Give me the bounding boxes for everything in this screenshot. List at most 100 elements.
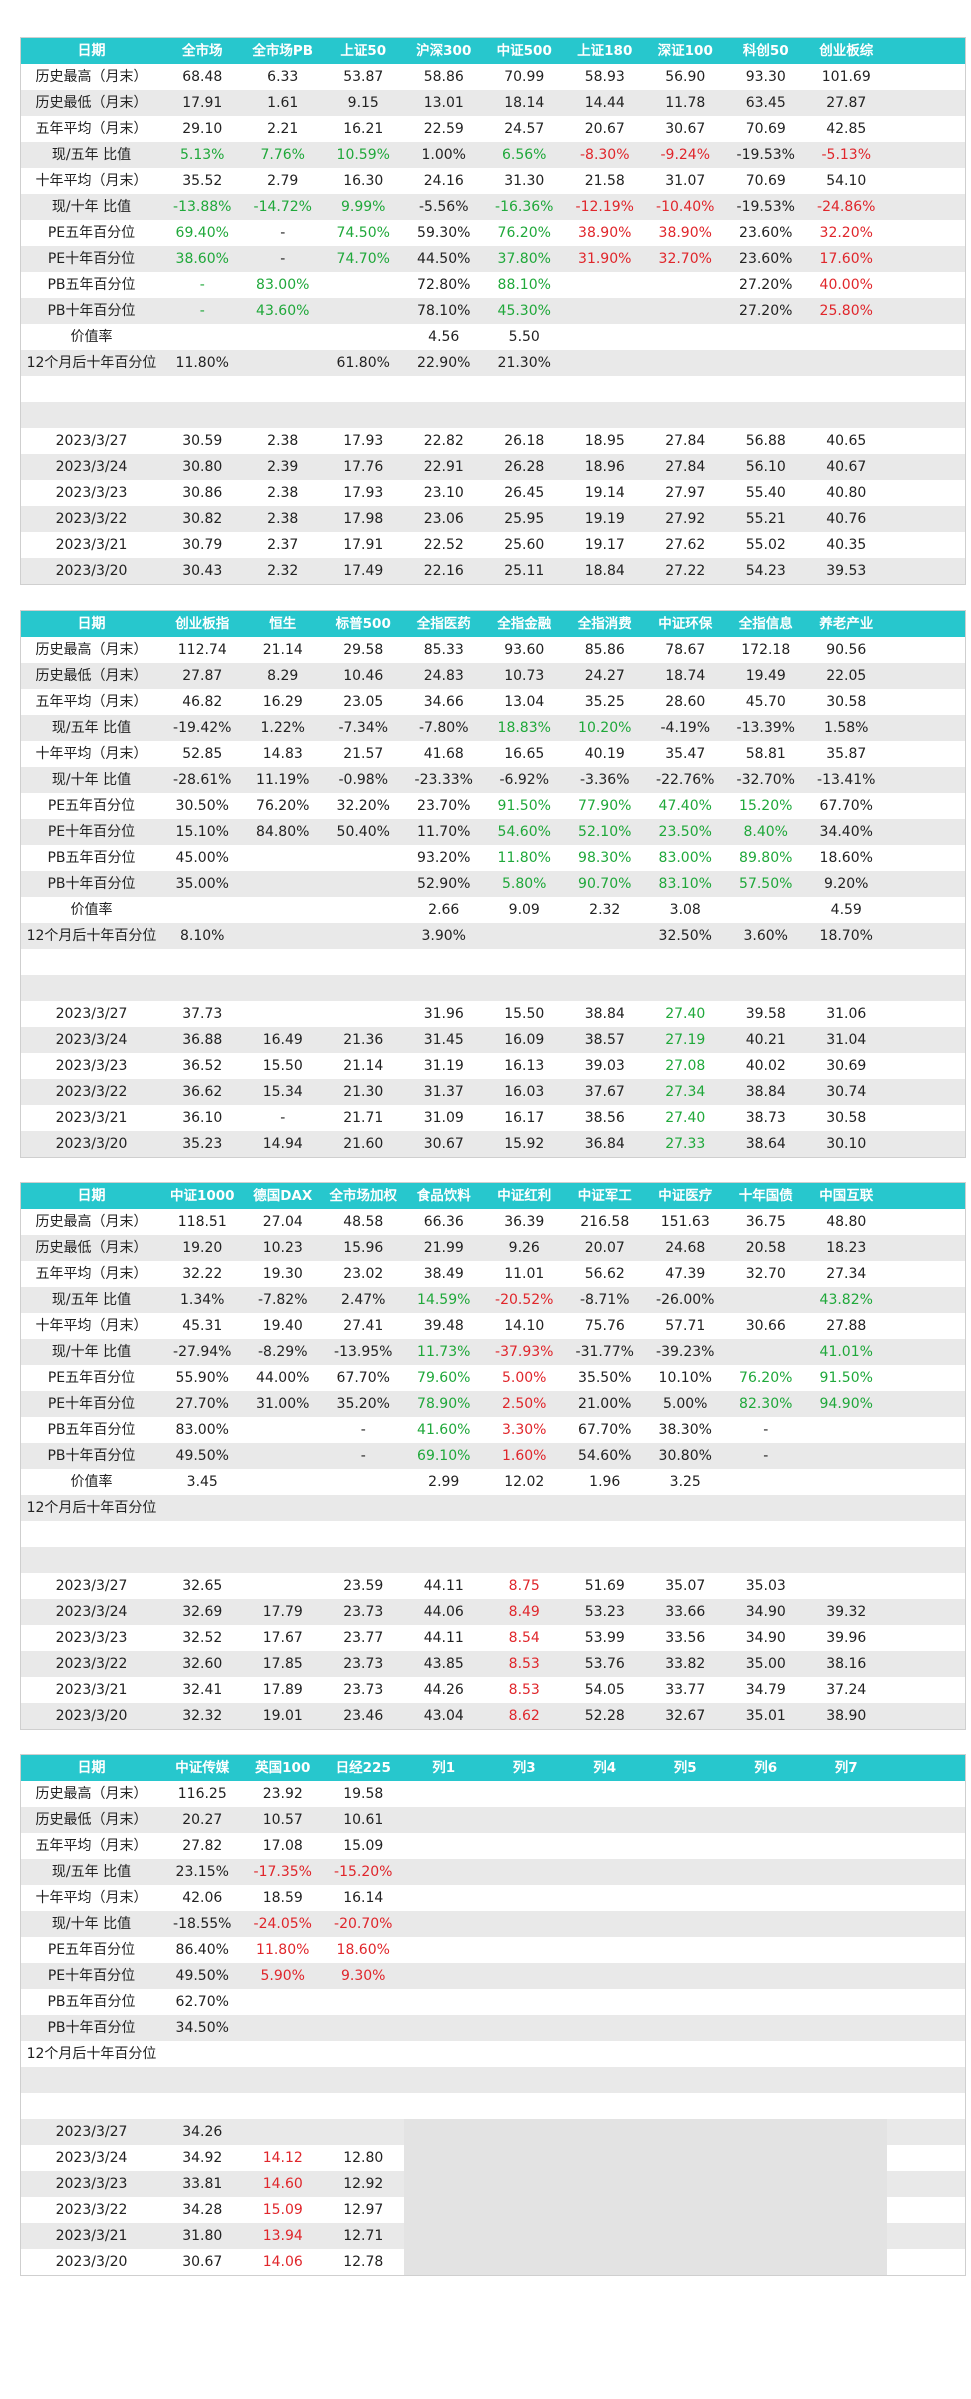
- table-cell: [243, 1469, 324, 1495]
- table-row: 2023/3/27 30.59 2.38 17.93 22.82 26.18 18.95 27…: [21, 428, 965, 454]
- column-header: 创业板指: [175, 616, 230, 632]
- table-cell: 5.80%: [502, 876, 547, 892]
- table-cell: 38.16: [826, 1656, 867, 1672]
- table-header-row: 日期 创业板指 恒生 标普500 全指医药 全指金融 全指消费 中证环保 全指信息 养老产业: [21, 611, 965, 637]
- table-cell: 45.00%: [175, 850, 229, 866]
- row-label: 12个月后十年百分位: [26, 928, 157, 944]
- table-cell: 14.59%: [417, 1292, 471, 1308]
- table-cell: [243, 1521, 324, 1547]
- column-header: 全市场PB: [252, 43, 314, 59]
- table-cell: 43.60%: [256, 303, 310, 319]
- table-cell: 2.38: [267, 511, 299, 527]
- table-row: [21, 975, 965, 1001]
- table-cell: 18.83%: [497, 720, 551, 736]
- table-cell: 40.76: [826, 511, 867, 527]
- table-cell: 21.71: [343, 1110, 384, 1126]
- table-cell: [404, 949, 485, 975]
- table-cell: 40.00%: [819, 277, 873, 293]
- table-cell: [645, 2249, 726, 2275]
- table-cell: 40.02: [745, 1058, 786, 1074]
- table-cell: [726, 1911, 807, 1937]
- table-cell: 27.22: [665, 563, 706, 579]
- table-cell: 30.58: [826, 694, 867, 710]
- table-cell: [565, 324, 646, 350]
- row-label: PE十年百分位: [47, 1968, 136, 1984]
- table-cell: 67.70%: [336, 1370, 390, 1386]
- table-cell: 16.09: [504, 1032, 545, 1048]
- table-cell: 32.60: [182, 1656, 223, 1672]
- table-cell: [484, 1547, 565, 1573]
- row-label: PB五年百分位: [47, 277, 136, 293]
- table-row: 价值率 2.66 9.09 2.32 3.08 4.59: [21, 897, 965, 923]
- table-cell: -4.19%: [660, 720, 711, 736]
- table-cell: 31.30: [504, 173, 545, 189]
- table-cell: -7.34%: [338, 720, 389, 736]
- table-cell: 18.84: [584, 563, 625, 579]
- table-cell: [726, 324, 807, 350]
- table-cell: 37.80%: [497, 251, 551, 267]
- table-cell: 2.50%: [502, 1396, 547, 1412]
- table-cell: 25.95: [504, 511, 545, 527]
- table-row: 十年平均（月末） 42.06 18.59 16.14: [21, 1885, 965, 1911]
- row-label: [21, 402, 162, 428]
- row-label: 历史最高（月末）: [35, 69, 148, 85]
- table-cell: 44.26: [423, 1682, 464, 1698]
- column-header: 全指医药: [416, 616, 471, 632]
- table-cell: 9.15: [347, 95, 379, 111]
- table-cell: [323, 2041, 404, 2067]
- column-header: 养老产业: [819, 616, 874, 632]
- table-row: 五年平均（月末） 46.82 16.29 23.05 34.66 13.04 35.25 28…: [21, 689, 965, 715]
- table-cell: 32.70: [745, 1266, 786, 1282]
- table-cell: 52.10%: [578, 824, 632, 840]
- table-cell: [564, 2119, 645, 2145]
- table-cell: 5.90%: [260, 1968, 305, 1984]
- table-cell: [726, 1781, 807, 1807]
- table-cell: -24.86%: [817, 199, 876, 215]
- table-cell: 31.00%: [256, 1396, 310, 1412]
- table-cell: 4.59: [830, 902, 862, 918]
- table-cell: [323, 324, 404, 350]
- table-cell: 35.23: [182, 1136, 223, 1152]
- row-label: 现/十年 比值: [51, 1916, 132, 1932]
- table-cell: [806, 1521, 887, 1547]
- row-label: 现/十年 比值: [51, 199, 132, 215]
- table-cell: 38.90%: [658, 225, 712, 241]
- row-label: 2023/3/20: [55, 563, 128, 579]
- table-cell: 20.67: [584, 121, 625, 137]
- table-cell: [565, 376, 646, 402]
- table-cell: [323, 272, 404, 298]
- table-cell: 40.21: [745, 1032, 786, 1048]
- table-cell: [726, 2067, 807, 2093]
- table-cell: 40.35: [826, 537, 867, 553]
- table-cell: [162, 1547, 243, 1573]
- table-cell: 75.76: [584, 1318, 625, 1334]
- table-cell: [725, 2171, 806, 2197]
- table-cell: 11.80%: [175, 355, 229, 371]
- table-row: [21, 1521, 965, 1547]
- row-label: 历史最低（月末）: [35, 1240, 148, 1256]
- table-cell: 31.45: [423, 1032, 464, 1048]
- table-cell: [484, 2249, 565, 2275]
- row-label: 现/十年 比值: [51, 1344, 132, 1360]
- table-cell: 32.20%: [819, 225, 873, 241]
- table-cell: [404, 1859, 485, 1885]
- table-cell: 31.37: [423, 1084, 464, 1100]
- table-cell: [645, 1989, 726, 2015]
- table-cell: [726, 1521, 807, 1547]
- table-cell: [243, 2041, 324, 2067]
- table-cell: [404, 2093, 485, 2119]
- column-header: 列3: [512, 1760, 536, 1776]
- table-cell: 101.69: [821, 69, 871, 85]
- table-cell: 10.73: [504, 668, 545, 684]
- table-cell: -6.92%: [499, 772, 550, 788]
- row-label: PE五年百分位: [47, 225, 136, 241]
- table-row: PE五年百分位 69.40% - 74.50% 59.30% 76.20% 38.90% 38…: [21, 220, 965, 246]
- table-cell: 45.31: [182, 1318, 223, 1334]
- table-cell: [243, 1547, 324, 1573]
- table-cell: [323, 845, 404, 871]
- table-cell: 52.28: [584, 1708, 625, 1724]
- table-cell: 55.02: [745, 537, 786, 553]
- table-cell: 29.58: [343, 642, 384, 658]
- table-cell: 17.91: [182, 95, 223, 111]
- table-row: PE十年百分位 49.50% 5.90% 9.30%: [21, 1963, 965, 1989]
